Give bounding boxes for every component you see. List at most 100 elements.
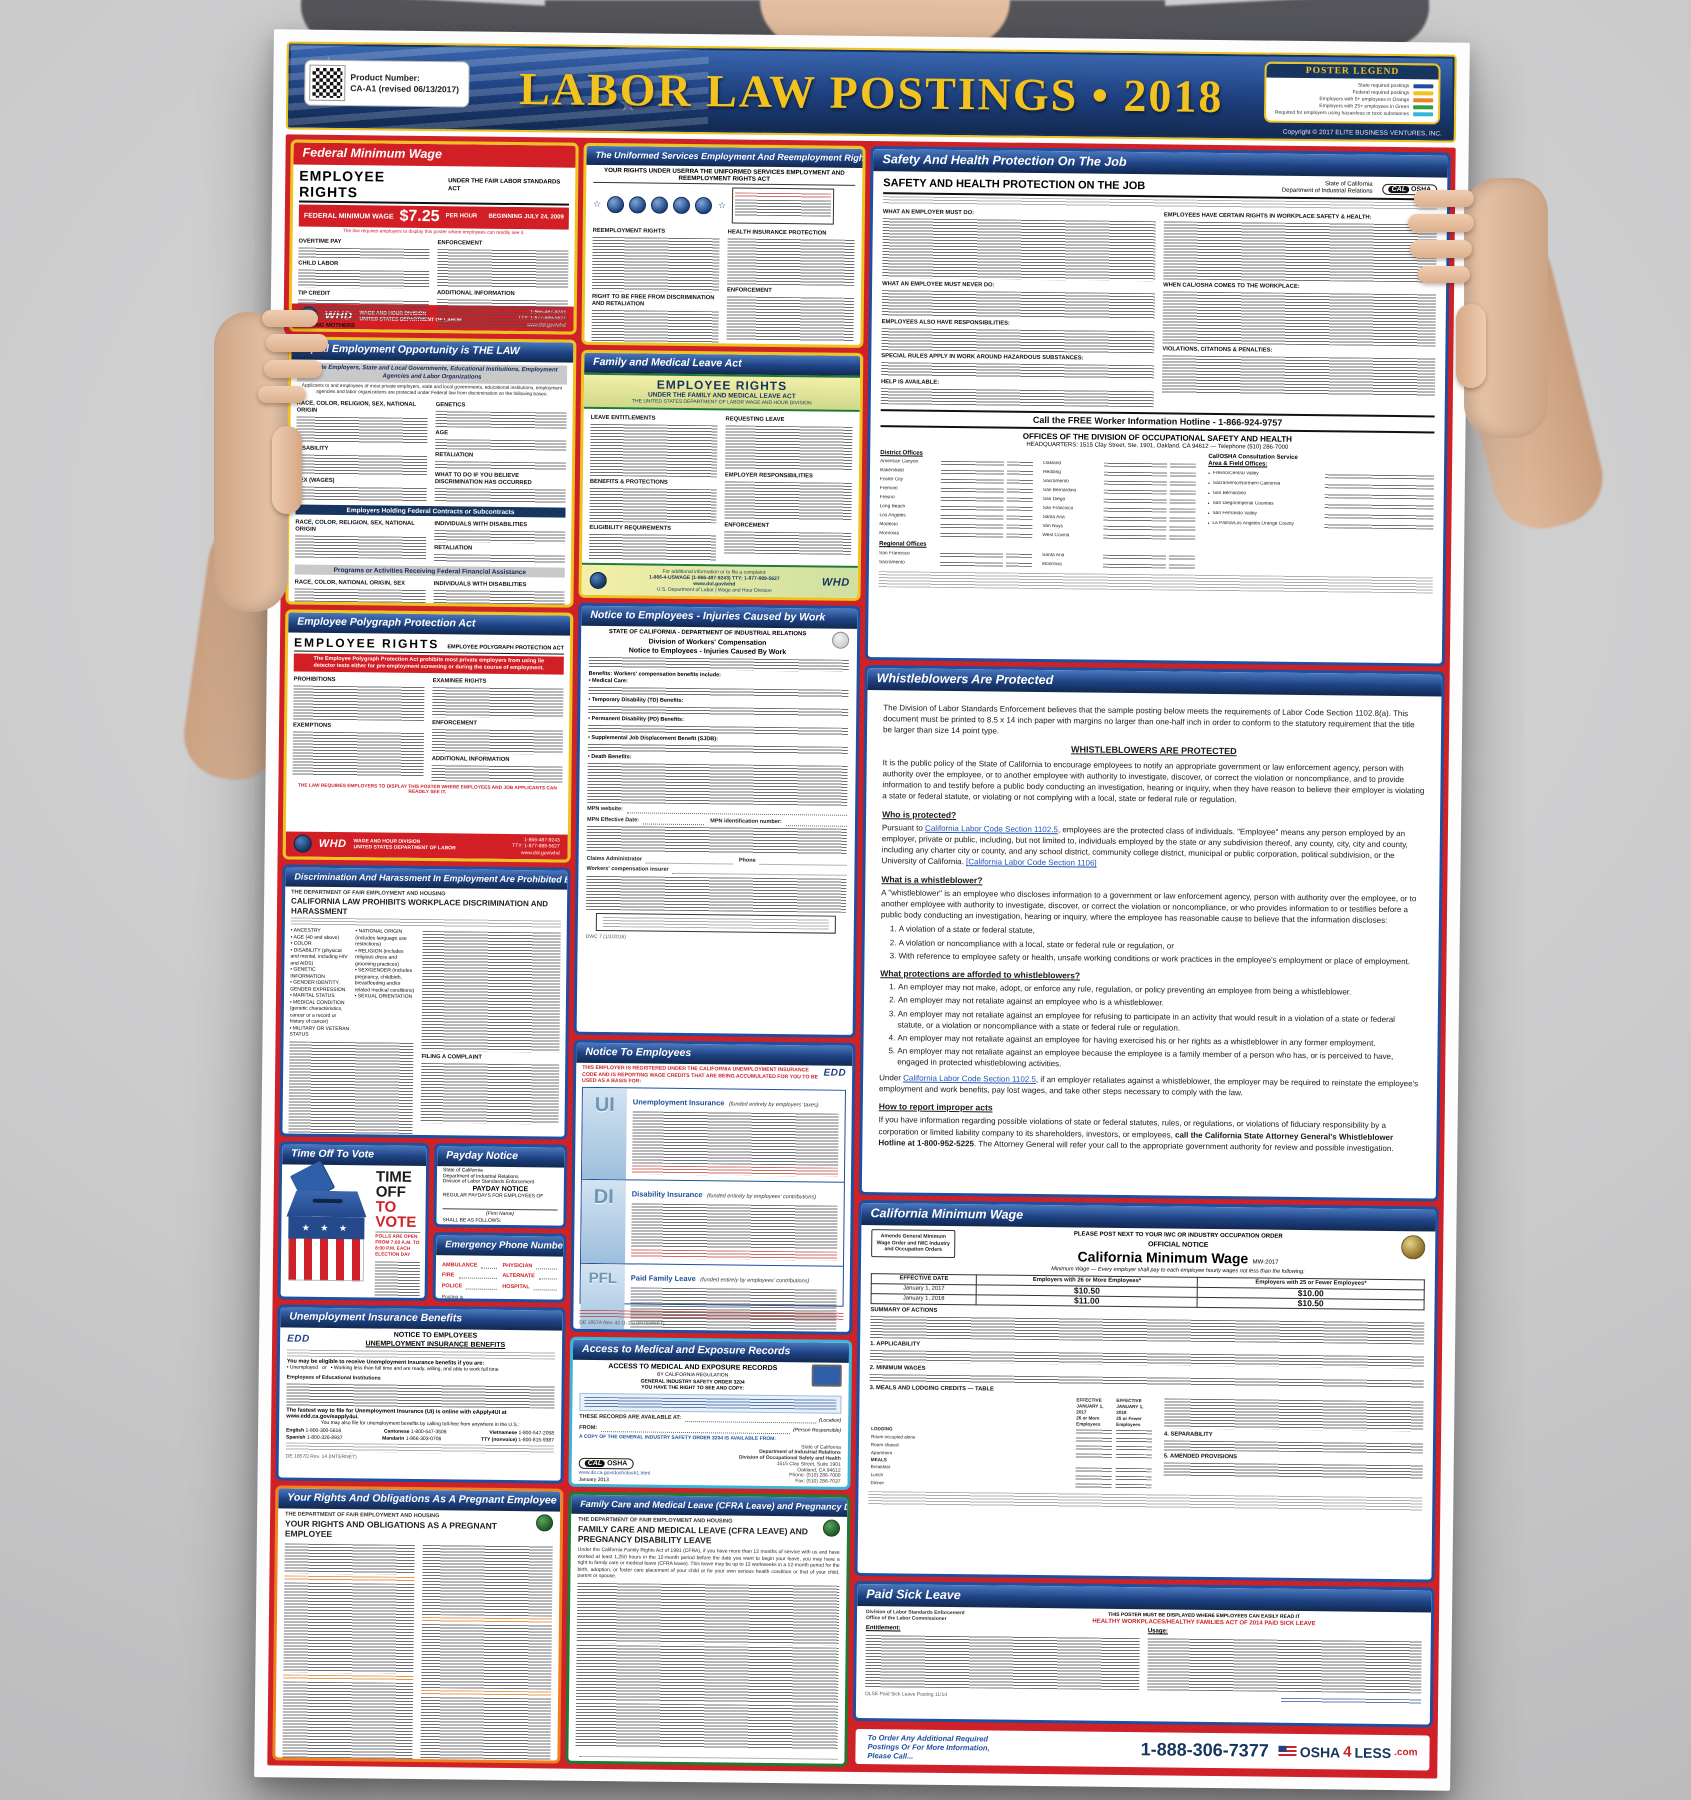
fmw-amount: $7.25: [399, 207, 440, 226]
fine-print: [1163, 1461, 1423, 1479]
edd-logo: EDD: [287, 1332, 310, 1345]
fmw-per-hour: PER HOUR: [445, 213, 478, 220]
fine-print: [630, 1330, 837, 1335]
access-state-block: State of California Department of Indust…: [738, 1443, 841, 1486]
emergency-label: ALTERNATE: [502, 1272, 535, 1280]
finger: [266, 334, 328, 352]
district-office: Fresno: [879, 495, 895, 501]
legend-label: State required postings: [1357, 82, 1410, 90]
discrim-filing-heading: FILING A COMPLAINT: [421, 1054, 482, 1061]
poly-heading: EXEMPTIONS: [293, 722, 332, 729]
fine-print: [727, 238, 855, 286]
vote-polls: POLLS ARE OPEN FROM 7:00 A.M. TO 8:00 P.…: [375, 1234, 420, 1258]
office-address: [1104, 471, 1168, 477]
contact-note: Please Call...: [867, 1751, 914, 1761]
blank-line: [458, 1270, 497, 1279]
blank-line: [538, 1271, 557, 1280]
discrim-basis: • GENETIC INFORMATION: [290, 966, 325, 980]
fine-print: [298, 247, 430, 260]
lodging-credits-table: EFFECTIVE JANUARY 1, 2017 EFFECTIVE JANUA…: [868, 1395, 1154, 1490]
office-address: [940, 469, 1005, 475]
military-medals-icons: [606, 195, 713, 214]
fine-print: [433, 590, 565, 608]
edd-program-di: DI Disability Insurance (funded entirely…: [580, 1179, 844, 1267]
section-polygraph: Employee Polygraph Protection Act EMPLOY…: [282, 609, 574, 863]
injuries-field: MPN Effective Date:: [586, 816, 640, 823]
sick-agency2: Office of the Labor Commissioner: [865, 1615, 947, 1622]
fine-print: [288, 1137, 559, 1140]
fine-print: [421, 931, 561, 1053]
edd-logo: EDD: [823, 1067, 847, 1079]
fine-print: [587, 743, 848, 755]
ui-notice2: UNEMPLOYMENT INSURANCE BENEFITS: [365, 1340, 506, 1349]
office-address: [1324, 523, 1434, 529]
discrim-basis: • NATIONAL ORIGIN (includes language use…: [355, 928, 407, 948]
office-address: [1324, 483, 1434, 489]
mw-effective-date: January 1, 2018: [871, 1293, 977, 1305]
area-office: San Diego/Imperial Counties: [1212, 500, 1274, 507]
fine-print: [285, 1442, 554, 1455]
fine-print: [1115, 1437, 1153, 1442]
fmla-heading: EMPLOYER RESPONSIBILITIES: [724, 471, 813, 479]
district-office: San Bernardino: [1042, 488, 1077, 494]
poly-heading: ENFORCEMENT: [432, 720, 477, 727]
district-office: Sacramento: [1042, 479, 1069, 485]
fine-print: [735, 199, 832, 217]
edd-program-ui: UI Unemployment Insurance (funded entire…: [581, 1087, 845, 1183]
fine-print: [579, 1309, 844, 1321]
fine-print: [870, 1315, 1425, 1344]
fine-print: [420, 1063, 560, 1125]
legend-label: Federal required postings: [1352, 89, 1410, 97]
orange-subheading: [284, 1575, 415, 1582]
legend-chip-yellow: [1413, 90, 1434, 96]
office-address: [1103, 554, 1167, 559]
fine-print: [588, 705, 849, 717]
injuries-field: Claims Administrator: [586, 855, 643, 862]
fmw-subtitle: UNDER THE FAIR LABOR STANDARDS ACT: [447, 178, 561, 192]
whd-web: www.dol.gov/whd: [520, 849, 560, 857]
office-phone: [1007, 461, 1034, 466]
injuries-title: Notice to Employees - Injuries Caused By…: [628, 646, 787, 656]
district-office: Monrovia: [879, 531, 900, 537]
fine-print: [724, 480, 852, 521]
eeo-heading: RETALIATION: [434, 545, 473, 552]
fine-print: [1075, 1444, 1112, 1450]
discrim-basis: • MEDICAL CONDITION (genetic characteris…: [289, 999, 345, 1025]
section-header: Emergency Phone Numbers: [436, 1235, 564, 1257]
fmla-heading: ENFORCEMENT: [724, 521, 770, 529]
area-offices-label: Area & Field Offices:: [1208, 460, 1268, 468]
office-address: [1103, 516, 1167, 522]
edd-registered-note: THIS EMPLOYER IS REGISTERED UNDER THE CA…: [582, 1064, 819, 1085]
fine-print: [1075, 1466, 1112, 1472]
brand-less: LESS: [1354, 1744, 1392, 1761]
fine-print: [1115, 1453, 1152, 1458]
office-phone: [1169, 526, 1196, 531]
userra-heading: HEALTH INSURANCE PROTECTION: [727, 229, 827, 237]
fine-print: [589, 423, 718, 477]
fine-print: [1115, 1475, 1152, 1480]
discrim-basis: • SEXUAL ORIENTATION: [354, 993, 413, 1000]
payday-agency: State of California Department of Indust…: [442, 1167, 535, 1186]
lodge-sub: 25 or Fewer Employees: [1116, 1415, 1142, 1427]
fine-print: [1115, 1467, 1152, 1472]
userra-heading: REEMPLOYMENT RIGHTS: [592, 227, 666, 235]
office-phone: [1006, 506, 1033, 511]
district-office: Fremont: [879, 486, 898, 492]
office-phone: [1169, 554, 1196, 560]
labor-code-link: California Labor Code Section 1102.5: [903, 1073, 1037, 1084]
fine-print: [293, 685, 425, 722]
ui-watermark: UI: [581, 1087, 627, 1179]
fine-print: [1281, 1697, 1422, 1704]
fine-print: [1163, 1439, 1424, 1453]
orange-subheading: [283, 1674, 414, 1681]
injuries-field: Phone: [738, 857, 756, 864]
eeo-heading: RETALIATION: [435, 452, 474, 459]
blank-line: [626, 805, 848, 816]
camw-title: California Minimum Wage: [1077, 1247, 1249, 1266]
office-address: [1103, 507, 1167, 513]
finger: [1408, 214, 1474, 232]
section-header: Payday Notice: [437, 1146, 565, 1168]
ui-phone: Mandarin 1-866-303-0706: [382, 1435, 442, 1442]
ui-code: DE 1857D Rev. 14 (INTERNET): [285, 1453, 357, 1461]
district-office: Redding: [1043, 470, 1061, 476]
